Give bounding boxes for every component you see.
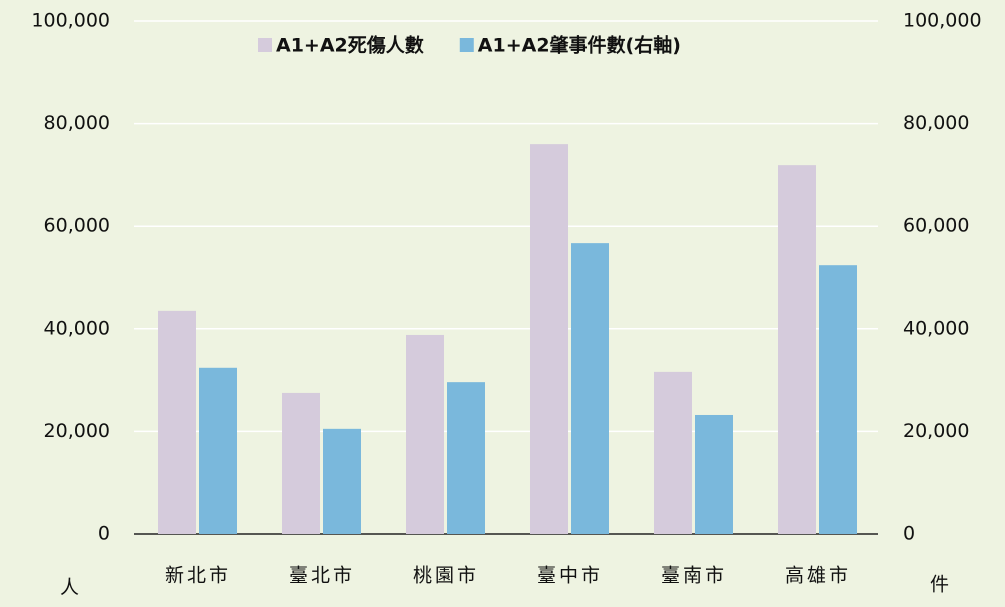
legend-swatch bbox=[258, 38, 272, 52]
y-tick-label: 20,000 bbox=[44, 420, 110, 442]
bar bbox=[282, 392, 320, 534]
legend-swatch bbox=[459, 38, 474, 52]
x-tick-label: 桃園市 bbox=[413, 565, 479, 587]
bar bbox=[199, 367, 237, 534]
y-tick-label: 0 bbox=[98, 523, 110, 545]
bar bbox=[406, 334, 444, 534]
y2-tick-label: 80,000 bbox=[903, 112, 969, 134]
y-tick-label: 100,000 bbox=[31, 10, 110, 32]
bar bbox=[654, 371, 692, 534]
y2-axis-label: 件 bbox=[930, 574, 949, 596]
y-tick-label: 80,000 bbox=[44, 112, 110, 134]
bar bbox=[323, 428, 361, 534]
x-tick-label: 臺南市 bbox=[661, 565, 727, 587]
bar bbox=[158, 310, 196, 534]
legend-label: A1+A2死傷人數 bbox=[276, 34, 424, 57]
y2-tick-label: 60,000 bbox=[903, 215, 969, 237]
x-tick-label: 高雄市 bbox=[785, 565, 851, 587]
y2-tick-label: 100,000 bbox=[903, 10, 982, 32]
bar bbox=[695, 414, 733, 534]
x-tick-label: 臺中市 bbox=[537, 565, 603, 587]
y-axis-label: 人 bbox=[60, 577, 79, 599]
bar bbox=[447, 382, 485, 534]
x-tick-label: 新北市 bbox=[165, 565, 231, 587]
bar bbox=[778, 165, 816, 534]
legend-label: A1+A2肇事件數(右軸) bbox=[478, 34, 681, 57]
y2-tick-label: 20,000 bbox=[903, 420, 969, 442]
y-tick-label: 60,000 bbox=[44, 215, 110, 237]
y2-tick-label: 0 bbox=[903, 523, 915, 545]
bar bbox=[571, 243, 609, 534]
y-tick-label: 40,000 bbox=[44, 317, 110, 339]
bar bbox=[819, 265, 857, 534]
x-tick-label: 臺北市 bbox=[289, 565, 355, 587]
bar bbox=[530, 144, 568, 534]
y2-tick-label: 40,000 bbox=[903, 317, 969, 339]
